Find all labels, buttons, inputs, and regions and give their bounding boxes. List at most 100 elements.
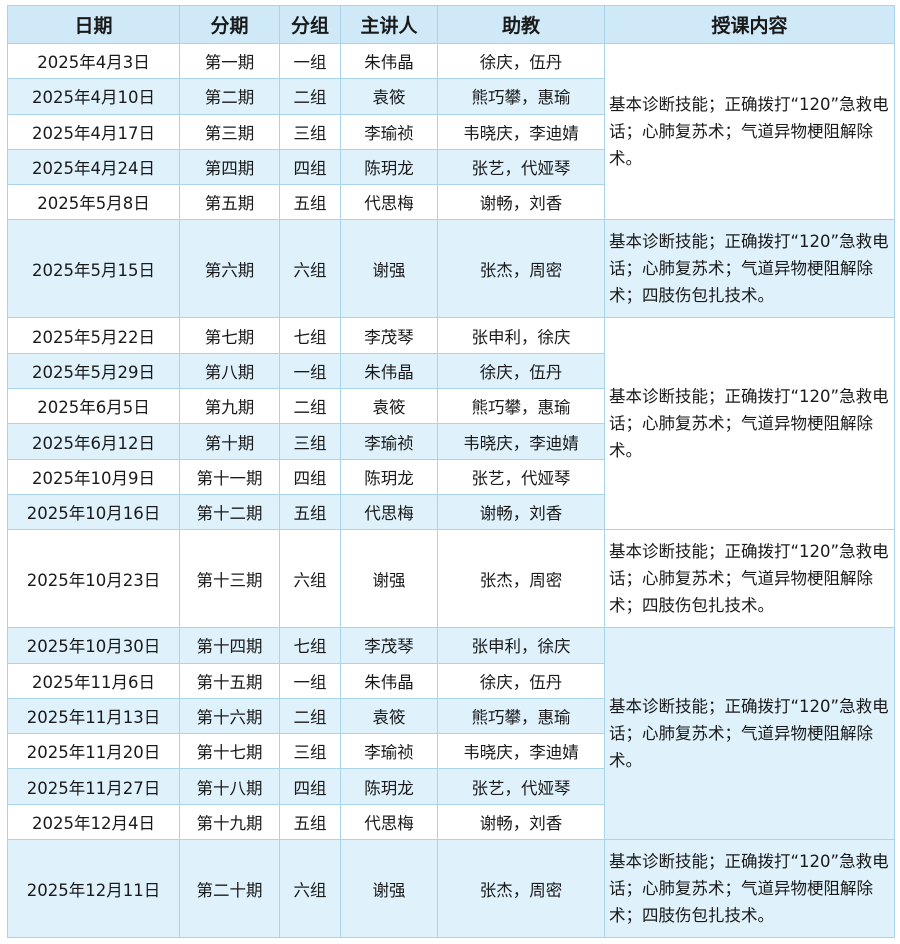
assistants-cell: 张申利，徐庆 [437, 627, 605, 664]
assistants-cell: 熊巧攀，惠瑜 [437, 697, 605, 735]
date-cell: 2025年11月13日 [7, 697, 180, 735]
assistants-cell: 张艺，代娅琴 [437, 458, 605, 495]
course-content-cell: 基本诊断技能；正确拨打“120”急救电话；心肺复苏术；气道异物梗阻解除术。 [604, 317, 895, 531]
assistants-cell: 熊巧攀，惠瑜 [437, 388, 605, 425]
lecturer-cell: 谢强 [340, 219, 438, 319]
period-cell: 第十五期 [179, 662, 280, 699]
date-cell: 2025年12月11日 [7, 839, 180, 939]
lecturer-cell: 代思梅 [340, 493, 438, 531]
table-row: 2025年5月22日 第七期 七组 李茂琴 张申利，徐庆 基本诊断技能；正确拨打“120”… [7, 317, 895, 531]
period-cell: 第十二期 [179, 493, 280, 531]
assistants-cell: 徐庆，伍丹 [437, 42, 605, 80]
period-cell: 第十七期 [179, 733, 280, 770]
lecturer-cell: 代思梅 [340, 803, 438, 841]
date-cell: 2025年5月15日 [7, 219, 180, 319]
assistants-cell: 张杰，周密 [437, 839, 605, 939]
group-cell: 三组 [279, 423, 341, 460]
period-cell: 第二十期 [179, 839, 280, 939]
assistants-cell: 张艺，代娅琴 [437, 148, 605, 186]
period-cell: 第十八期 [179, 768, 280, 805]
date-cell: 2025年4月24日 [7, 148, 180, 186]
lecturer-cell: 袁筱 [340, 78, 438, 115]
assistants-cell: 韦晓庆，李迪婧 [437, 423, 605, 460]
table-row: 2025年4月17日 第三期 三组 李瑜祯 韦晓庆，李迪婧 [7, 113, 895, 150]
date-cell: 2025年10月9日 [7, 458, 180, 495]
lecturer-cell: 陈玥龙 [340, 768, 438, 805]
date-cell: 2025年11月20日 [7, 733, 180, 770]
header-date: 日期 [7, 5, 180, 44]
table-row: 2025年5月29日 第八期 一组 朱伟晶 徐庆，伍丹 [7, 352, 895, 390]
period-cell: 第三期 [179, 113, 280, 150]
group-cell: 五组 [279, 184, 341, 221]
assistants-cell: 徐庆，伍丹 [437, 662, 605, 699]
lecturer-cell: 李茂琴 [340, 627, 438, 664]
table-row: 2025年10月16日 第十二期 五组 代思梅 谢畅，刘香 [7, 493, 895, 531]
period-cell: 第一期 [179, 42, 280, 80]
group-cell: 六组 [279, 219, 341, 319]
course-content-cell: 基本诊断技能；正确拨打“120”急救电话；心肺复苏术；气道异物梗阻解除术。 [604, 42, 895, 221]
lecturer-cell: 李瑜祯 [340, 113, 438, 150]
date-cell: 2025年6月5日 [7, 388, 180, 425]
lecturer-cell: 朱伟晶 [340, 662, 438, 699]
date-cell: 2025年10月16日 [7, 493, 180, 531]
lecturer-cell: 陈玥龙 [340, 148, 438, 186]
table-row: 2025年12月11日 第二十期 六组 谢强 张杰，周密 基本诊断技能；正确拨打“120”… [7, 839, 895, 939]
group-cell: 二组 [279, 697, 341, 735]
header-group: 分组 [279, 5, 341, 44]
date-cell: 2025年5月29日 [7, 352, 180, 390]
assistants-cell: 张杰，周密 [437, 529, 605, 629]
date-cell: 2025年4月17日 [7, 113, 180, 150]
period-cell: 第十六期 [179, 697, 280, 735]
lecturer-cell: 袁筱 [340, 697, 438, 735]
group-cell: 四组 [279, 458, 341, 495]
header-row: 日期 分期 分组 主讲人 助教 授课内容 [7, 5, 895, 44]
period-cell: 第七期 [179, 317, 280, 354]
period-cell: 第十三期 [179, 529, 280, 629]
group-cell: 五组 [279, 493, 341, 531]
period-cell: 第十九期 [179, 803, 280, 841]
header-assistants: 助教 [437, 5, 605, 44]
period-cell: 第九期 [179, 388, 280, 425]
group-cell: 一组 [279, 662, 341, 699]
assistants-cell: 韦晓庆，李迪婧 [437, 113, 605, 150]
group-cell: 六组 [279, 529, 341, 629]
header-content: 授课内容 [604, 5, 895, 44]
date-cell: 2025年4月3日 [7, 42, 180, 80]
table-row: 2025年10月23日 第十三期 六组 谢强 张杰，周密 基本诊断技能；正确拨打“120”… [7, 529, 895, 629]
group-cell: 一组 [279, 42, 341, 80]
assistants-cell: 熊巧攀，惠瑜 [437, 78, 605, 115]
table-row: 2025年6月5日 第九期 二组 袁筱 熊巧攀，惠瑜 [7, 388, 895, 425]
date-cell: 2025年12月4日 [7, 803, 180, 841]
table-row: 2025年10月9日 第十一期 四组 陈玥龙 张艺，代娅琴 [7, 458, 895, 495]
course-content-cell: 基本诊断技能；正确拨打“120”急救电话；心肺复苏术；气道异物梗阻解除术。 [604, 627, 895, 841]
lecturer-cell: 代思梅 [340, 184, 438, 221]
date-cell: 2025年5月22日 [7, 317, 180, 354]
lecturer-cell: 朱伟晶 [340, 42, 438, 80]
lecturer-cell: 李茂琴 [340, 317, 438, 354]
date-cell: 2025年10月23日 [7, 529, 180, 629]
group-cell: 六组 [279, 839, 341, 939]
group-cell: 四组 [279, 768, 341, 805]
date-cell: 2025年5月8日 [7, 184, 180, 221]
assistants-cell: 韦晓庆，李迪婧 [437, 733, 605, 770]
period-cell: 第十一期 [179, 458, 280, 495]
lecturer-cell: 李瑜祯 [340, 423, 438, 460]
date-cell: 2025年11月27日 [7, 768, 180, 805]
table-row: 2025年5月15日 第六期 六组 谢强 张杰，周密 基本诊断技能；正确拨打“120”急救… [7, 219, 895, 319]
header-period: 分期 [179, 5, 280, 44]
group-cell: 二组 [279, 78, 341, 115]
course-content-cell: 基本诊断技能；正确拨打“120”急救电话；心肺复苏术；气道异物梗阻解除术；四肢伤… [604, 219, 895, 319]
period-cell: 第十四期 [179, 627, 280, 664]
course-content-cell: 基本诊断技能；正确拨打“120”急救电话；心肺复苏术；气道异物梗阻解除术；四肢伤… [604, 839, 895, 939]
lecturer-cell: 朱伟晶 [340, 352, 438, 390]
schedule-table: 日期 分期 分组 主讲人 助教 授课内容 2025年4月3日 第一期 一组 朱伟晶 徐庆… [7, 5, 895, 939]
date-cell: 2025年11月6日 [7, 662, 180, 699]
course-content-cell: 基本诊断技能；正确拨打“120”急救电话；心肺复苏术；气道异物梗阻解除术；四肢伤… [604, 529, 895, 629]
group-cell: 三组 [279, 113, 341, 150]
group-cell: 七组 [279, 317, 341, 354]
assistants-cell: 张杰，周密 [437, 219, 605, 319]
table-body: 2025年4月3日 第一期 一组 朱伟晶 徐庆，伍丹 基本诊断技能；正确拨打“120”急救… [7, 42, 895, 939]
period-cell: 第十期 [179, 423, 280, 460]
lecturer-cell: 袁筱 [340, 388, 438, 425]
date-cell: 2025年4月10日 [7, 78, 180, 115]
